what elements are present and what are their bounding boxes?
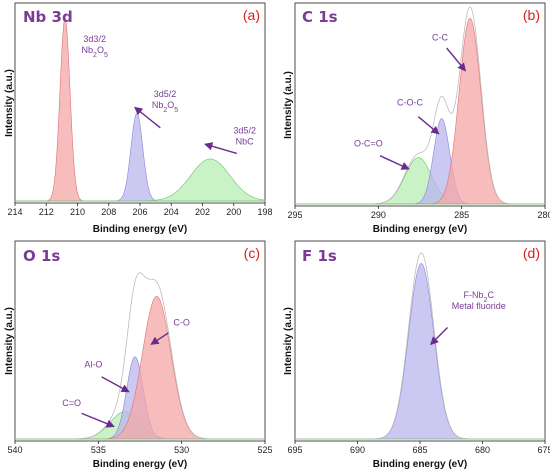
annotation-arrow [81,412,115,428]
plot-frame [14,240,266,442]
x-tick-label: 525 [257,445,272,455]
peak-annotation: F-Nb2C Metal fluoride [452,290,506,311]
x-tick-label: 212 [39,207,54,217]
panel-title: Nb 3d [23,8,73,26]
x-tick-label: 535 [91,445,106,455]
annotation-arrow [204,142,238,155]
annotation-arrow [150,332,169,345]
panel-b: 295 290 285 280 C-C C-O-C O-C=O C 1s (b) Bind… [283,2,550,235]
annotation-group: 3d3/2 Nb2O5 3d5/2 Nb2O5 3d5/2 NbC [82,34,256,155]
x-tick-label: 210 [70,207,85,217]
x-tick-label: 690 [350,445,365,455]
x-tick-group: 540 535 530 525 [7,441,273,455]
panel-label: (c) [244,245,260,261]
x-tick-label: 202 [195,207,210,217]
x-tick-label: 200 [226,207,241,217]
panel-title: C 1s [302,8,338,26]
x-tick-label: 206 [132,207,147,217]
y-axis-label: Intensity (a.u.) [283,71,294,139]
annotation-arrow [417,116,440,135]
x-tick-label: 685 [412,445,427,455]
peak-annotation: C=O [62,398,81,408]
x-tick-label: 530 [174,445,189,455]
peak-1 [295,157,545,205]
panel-title: O 1s [23,247,60,265]
x-tick-label: 204 [164,207,179,217]
y-axis-label: Intensity (a.u.) [283,307,294,375]
peak-annotation: 3d3/2 Nb2O5 [82,34,108,59]
panel-label: (d) [523,245,540,261]
x-tick-label: 295 [287,210,302,220]
peak-1 [295,263,545,440]
panel-label: (b) [523,7,540,23]
annotation-group: C-C C-O-C O-C=O [354,33,467,170]
x-axis-label: Binding energy (eV) [373,224,467,235]
x-tick-label: 540 [7,445,22,455]
annotation-group: C-O Al-O C=O [62,318,190,428]
plot-frame [294,2,546,207]
peak-group [15,272,265,440]
x-tick-label: 214 [7,207,22,217]
annotation-arrow [430,326,448,346]
peak-group [295,252,545,440]
panel-c: 540 535 530 525 C-O Al-O C=O O 1s (c) Binding… [4,240,273,470]
peak-annotation: 3d5/2 NbC [233,125,256,146]
x-axis-label: Binding energy (eV) [93,224,187,235]
panel-a: 214 212 210 208 206 204 202 200 198 3d3/2 Nb2O53d… [4,2,273,235]
y-axis-label: Intensity (a.u.) [4,69,15,137]
peak-group [15,17,266,202]
x-tick-label: 680 [475,445,490,455]
x-tick-group: 695 690 685 680 675 [287,441,550,455]
x-axis-label: Binding energy (eV) [93,459,187,470]
peak-annotation: O-C=O [354,138,383,148]
panel-title: F 1s [302,247,337,265]
annotation-arrow [446,47,467,72]
x-tick-label: 280 [537,210,550,220]
peak-3 [15,296,265,440]
x-tick-group: 295 290 285 280 [287,206,550,220]
x-tick-label: 198 [257,207,272,217]
annotation-arrow [134,106,161,129]
y-axis-label: Intensity (a.u.) [4,307,15,375]
x-tick-label: 285 [454,210,469,220]
peak-group [295,6,545,205]
x-tick-label: 290 [371,210,386,220]
annotation-group: F-Nb2C Metal fluoride [430,290,506,346]
peak-annotation: Al-O [84,360,102,370]
x-axis-label: Binding energy (eV) [373,459,467,470]
peak-annotation: 3d5/2 Nb2O5 [152,89,178,114]
peak-annotation: C-C [432,33,448,43]
annotation-arrow [379,155,410,170]
annotation-arrow [101,376,130,393]
x-tick-group: 214 212 210 208 206 204 202 200 198 [7,203,273,217]
panel-label: (a) [243,7,260,23]
x-tick-label: 695 [287,445,302,455]
peak-annotation: C-O-C [397,98,423,108]
x-tick-label: 675 [537,445,550,455]
peak-annotation: C-O [173,318,190,328]
x-tick-label: 208 [101,207,116,217]
